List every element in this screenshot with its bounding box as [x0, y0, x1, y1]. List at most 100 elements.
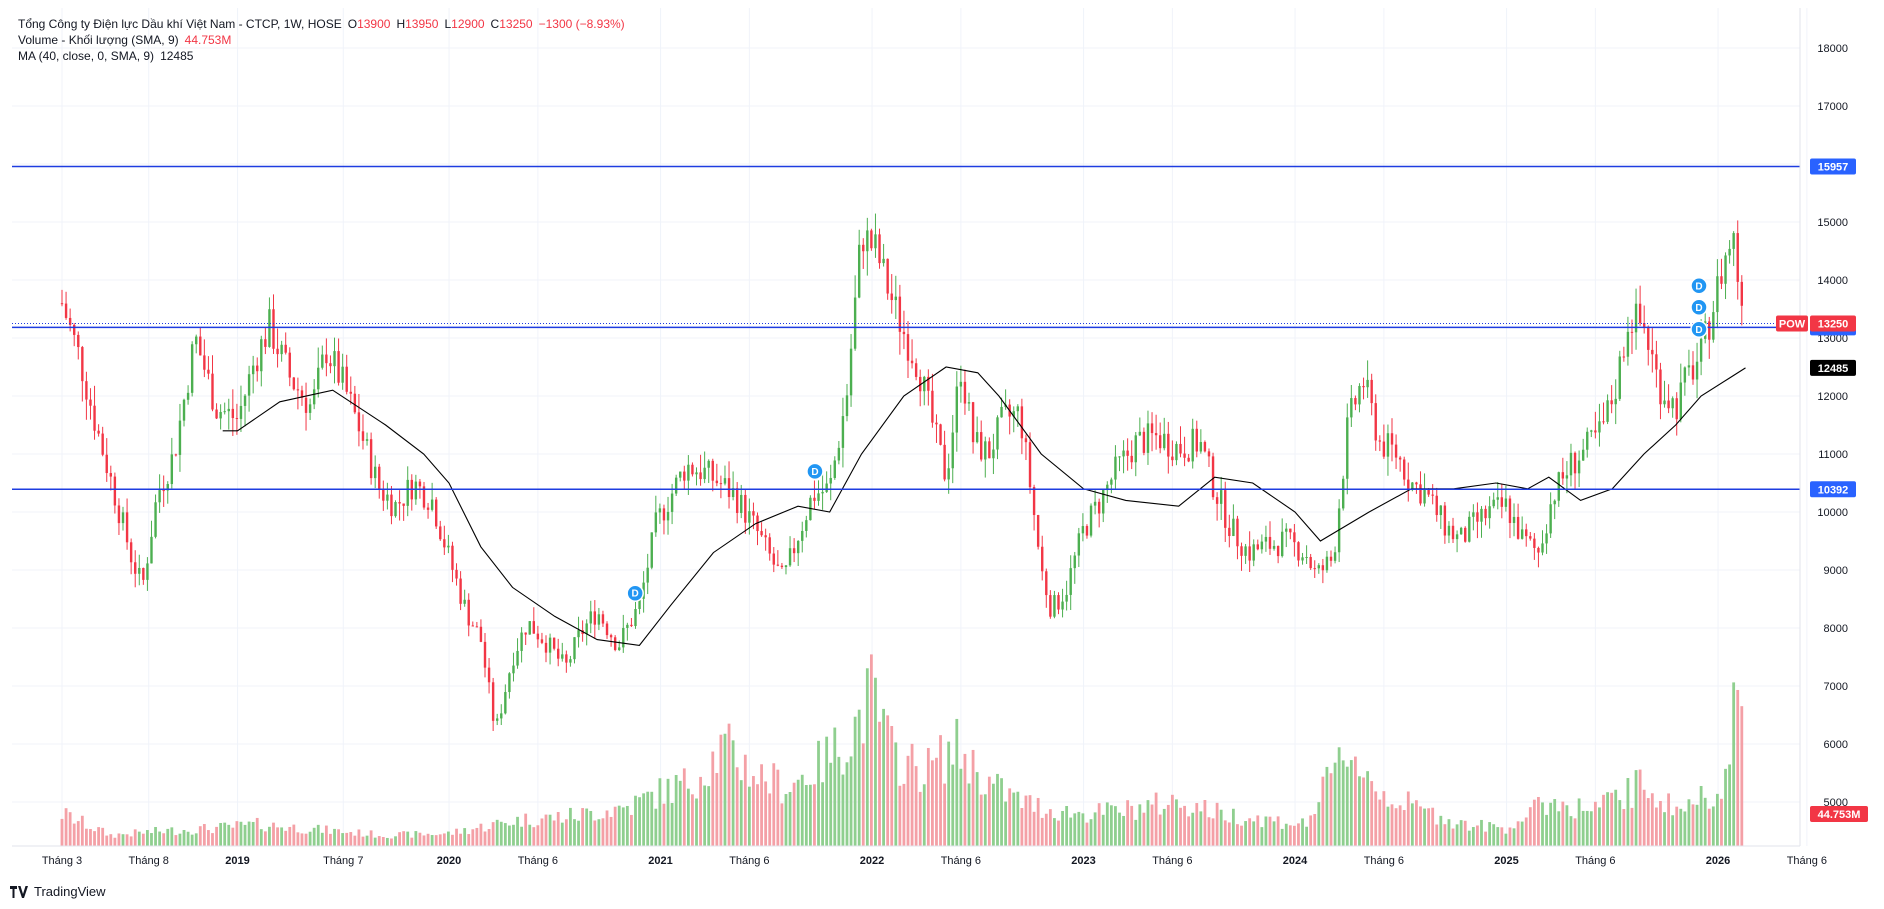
candle-up [223, 402, 226, 415]
candle-up [947, 453, 950, 494]
candle-down [459, 571, 462, 611]
legend-title: Tổng Công ty Điện lực Dầu khí Việt Nam -… [18, 17, 342, 31]
volume-bar [1211, 818, 1215, 846]
volume-bar [1138, 804, 1142, 846]
candle-down [1407, 462, 1410, 502]
tradingview-brand[interactable]: TradingView [10, 884, 106, 899]
candle-down [1085, 524, 1089, 539]
volume-bar [1000, 778, 1003, 846]
volume-bar [564, 819, 568, 846]
price-tick-label: 10000 [1817, 507, 1848, 519]
horizontal-line-tag: 15957 [1810, 158, 1856, 175]
candle-up [1581, 438, 1585, 461]
dividend-marker-icon[interactable]: D [1690, 320, 1708, 339]
price-tick-label: 17000 [1817, 101, 1848, 113]
volume-bar [60, 818, 64, 846]
candle-down [1268, 521, 1272, 555]
candle-down [1415, 481, 1418, 494]
volume-bar [625, 805, 629, 846]
volume-bar [1447, 819, 1451, 846]
volume-bar [1606, 792, 1609, 846]
candle-down [919, 369, 922, 407]
candle-down [971, 401, 975, 454]
volume-bar [931, 760, 934, 846]
candle-up [520, 627, 523, 663]
candle-up [1106, 481, 1109, 503]
candle-up [308, 398, 312, 421]
time-axis[interactable]: Tháng 3 Tháng 8 2019 Tháng 7 2020 Tháng 6 2021… [42, 855, 1827, 867]
volume-bar [1170, 794, 1174, 846]
candle-down [471, 621, 474, 627]
candle-down [1516, 503, 1520, 540]
candle-up [975, 416, 979, 444]
candle-up [1122, 440, 1125, 474]
candle-up [788, 536, 792, 567]
volume-bar [707, 786, 711, 846]
candle-down [60, 289, 64, 307]
candle-up [674, 474, 678, 496]
candle-up [1358, 383, 1361, 413]
volume-bar [780, 803, 784, 846]
candle-up [528, 620, 531, 635]
candle-up [654, 495, 658, 537]
volume-bar [361, 836, 365, 846]
candle-up [817, 480, 820, 506]
candle-up [1138, 417, 1142, 437]
volume-bar [528, 824, 532, 846]
candle-up [150, 520, 153, 564]
candle-up [1728, 240, 1731, 264]
volume-bar [1358, 776, 1361, 846]
candle-up [1317, 563, 1320, 574]
volume-bar [1439, 815, 1443, 846]
volume-bar [532, 827, 536, 846]
volume-bar [861, 743, 865, 846]
candle-down [1276, 545, 1280, 564]
volume-bar [939, 735, 942, 846]
candle-down [699, 454, 702, 486]
volume-bar [1134, 819, 1138, 846]
dividend-marker-icon[interactable]: D [1690, 277, 1708, 295]
candle-up [1565, 461, 1569, 494]
candle-down [1537, 546, 1540, 568]
candle-up [1163, 417, 1166, 451]
volume-bar [1183, 805, 1186, 846]
volume-bar [329, 833, 332, 846]
horizontal-lines[interactable] [12, 165, 1800, 491]
volume-bar [1642, 789, 1646, 846]
volume-bar [951, 764, 955, 846]
volume-bar [1410, 803, 1414, 846]
volume-bar [239, 821, 243, 846]
candle-up [166, 481, 169, 504]
volume-bar [109, 834, 113, 846]
candle-down [524, 632, 527, 645]
volume-bar [1537, 796, 1540, 846]
candle-down [1394, 434, 1398, 470]
volume-bar [211, 833, 214, 846]
volume-bar [1589, 811, 1593, 846]
candle-up [622, 614, 625, 653]
candle-down [390, 485, 393, 525]
candle-down [439, 520, 442, 541]
volume-bar [987, 776, 991, 846]
legend-o-label: O [347, 17, 358, 31]
dividend-marker-icon[interactable]: D [806, 462, 824, 481]
candle-up [1110, 477, 1113, 494]
volume-bar [1292, 825, 1296, 846]
candle-up [406, 466, 409, 517]
volume-bar [1654, 807, 1658, 846]
candle-up [1232, 504, 1235, 537]
candle-down [1508, 495, 1512, 539]
candle-up [1598, 403, 1601, 447]
candle-up [707, 459, 710, 484]
candle-up [874, 213, 877, 258]
dividend-marker-icon[interactable]: D [626, 584, 644, 602]
candle-up [1455, 530, 1459, 553]
volume-bar [1203, 800, 1207, 846]
volume-bar [573, 819, 576, 846]
dividend-marker-icon[interactable]: D [1690, 298, 1708, 317]
candle-down [1057, 592, 1060, 615]
chart-grid [12, 8, 1808, 846]
candle-up [548, 633, 552, 665]
